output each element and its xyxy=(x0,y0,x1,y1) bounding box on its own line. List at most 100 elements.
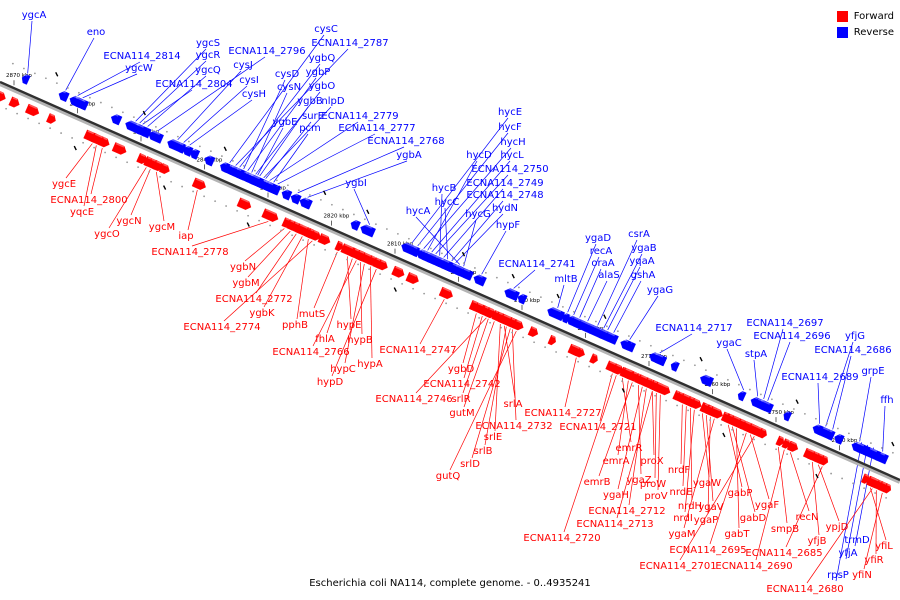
forward-gene-arrow[interactable] xyxy=(306,228,315,239)
reverse-gene-arrow[interactable] xyxy=(783,411,793,422)
gene-hypF[interactable] xyxy=(473,274,487,287)
gene-ygcO[interactable] xyxy=(143,156,153,167)
reverse-gene-arrow[interactable] xyxy=(652,353,668,367)
leader-line xyxy=(617,386,643,490)
gene-ECNA114_2685[interactable] xyxy=(819,455,829,466)
gene-label-ygaM: ygaM xyxy=(668,529,695,540)
forward-gene-arrow[interactable] xyxy=(621,367,635,380)
forward-gene-arrow[interactable] xyxy=(317,233,331,245)
gene-ECNA114_2690[interactable] xyxy=(781,438,791,449)
gene-ECNA114_2747[interactable] xyxy=(438,286,453,300)
genome-title: Escherichia coli NA114, complete genome.… xyxy=(309,578,591,589)
forward-gene-arrow[interactable] xyxy=(736,418,747,430)
gene-smpB[interactable] xyxy=(775,435,785,447)
reverse-gene-arrow[interactable] xyxy=(266,182,278,194)
gene-ECNA114_2768[interactable] xyxy=(290,193,302,205)
forward-gene-arrow[interactable] xyxy=(672,390,681,401)
gene-ygbE[interactable] xyxy=(248,174,264,188)
forward-gene-arrow[interactable] xyxy=(720,411,730,422)
gene-gshA[interactable] xyxy=(605,332,619,345)
gene-label-ygcA: ygcA xyxy=(22,10,47,21)
leader-line xyxy=(869,487,887,541)
gene-ECNA114_2720[interactable] xyxy=(612,363,624,375)
gene-ygaD[interactable] xyxy=(561,313,571,324)
gene-hycF[interactable] xyxy=(411,246,421,258)
forward-gene-arrow[interactable] xyxy=(83,129,97,142)
forward-gene-arrow[interactable] xyxy=(547,334,556,346)
gene-ECNA114_2686[interactable] xyxy=(826,430,836,441)
gene-label-ygcE: ygcE xyxy=(52,179,76,190)
forward-gene-arrow[interactable] xyxy=(355,249,367,261)
position-dot xyxy=(792,408,795,410)
forward-gene-arrow[interactable] xyxy=(376,259,388,271)
forward-gene-arrow[interactable] xyxy=(8,96,20,108)
gene-ECNA114_2713[interactable] xyxy=(649,379,659,391)
reverse-gene-arrow[interactable] xyxy=(220,162,231,174)
reverse-gene-arrow[interactable] xyxy=(79,99,89,111)
forward-gene-arrow[interactable] xyxy=(236,197,252,210)
gene-ECNA114_2804[interactable] xyxy=(134,124,148,137)
forward-gene-arrow[interactable] xyxy=(882,483,892,494)
gene-gutQ[interactable] xyxy=(512,319,524,331)
gene-ECNA114_2696[interactable] xyxy=(758,400,774,414)
position-dot xyxy=(236,210,239,212)
reverse-gene-arrow[interactable] xyxy=(855,443,869,456)
gene-ECNA114_2741[interactable] xyxy=(504,288,520,302)
forward-gene-arrow[interactable] xyxy=(468,300,479,311)
forward-gene-arrow[interactable] xyxy=(757,427,767,439)
forward-gene-arrow[interactable] xyxy=(527,326,539,337)
gene-iap[interactable] xyxy=(191,177,206,190)
gene-hycA-shade xyxy=(456,264,460,268)
reverse-gene-arrow[interactable] xyxy=(621,339,632,351)
reverse-gene-arrow[interactable] xyxy=(461,269,474,281)
forward-gene-arrow[interactable] xyxy=(485,307,496,319)
reverse-gene-arrow[interactable] xyxy=(700,374,715,388)
reverse-gene-arrow[interactable] xyxy=(834,433,845,445)
forward-gene-arrow[interactable] xyxy=(111,142,127,155)
gene-ECNA114_2796[interactable] xyxy=(148,130,164,144)
gene-mutS[interactable] xyxy=(334,240,344,252)
gene-ygbI[interactable] xyxy=(360,224,376,238)
reverse-gene-arrow[interactable] xyxy=(110,114,123,126)
reverse-gene-arrow[interactable] xyxy=(438,259,454,272)
forward-gene-arrow[interactable] xyxy=(802,447,817,460)
gene-ECNA114_2712[interactable] xyxy=(643,377,653,388)
reverse-gene-arrow[interactable] xyxy=(190,148,201,160)
position-dot xyxy=(819,467,822,470)
forward-gene-arrow[interactable] xyxy=(136,153,148,165)
forward-gene-arrow[interactable] xyxy=(0,90,6,102)
gene-eno[interactable] xyxy=(58,91,70,103)
gene-ECNA114_2778[interactable] xyxy=(261,208,279,222)
reverse-gene-arrow[interactable] xyxy=(204,155,216,167)
reverse-gene-arrow[interactable] xyxy=(517,293,528,305)
gene-label-ygbO: ygbO xyxy=(309,81,336,92)
reverse-gene-arrow[interactable] xyxy=(670,361,680,372)
reverse-gene-arrow[interactable] xyxy=(350,219,361,231)
forward-gene-arrow[interactable] xyxy=(158,163,170,175)
forward-gene-arrow[interactable] xyxy=(860,473,870,484)
gene-label-yfiR: yfiR xyxy=(864,555,883,566)
reverse-gene-arrow[interactable] xyxy=(303,198,312,210)
gene-ECNA114_2689[interactable] xyxy=(812,424,824,436)
forward-gene-arrow[interactable] xyxy=(405,272,419,285)
forward-gene-arrow[interactable] xyxy=(24,103,40,117)
reverse-gene-arrow[interactable] xyxy=(234,168,245,180)
forward-gene-arrow[interactable] xyxy=(589,353,598,364)
forward-gene-arrow[interactable] xyxy=(391,265,405,278)
leader-line xyxy=(255,91,321,175)
forward-gene-arrow[interactable] xyxy=(786,440,799,452)
gene-ygaC[interactable] xyxy=(737,390,747,402)
forward-gene-arrow[interactable] xyxy=(567,343,582,357)
position-dot xyxy=(66,87,69,89)
gene-ygcA[interactable] xyxy=(21,74,31,85)
leader-line xyxy=(707,416,711,515)
forward-gene-arrow[interactable] xyxy=(46,113,56,124)
gene-mltB[interactable] xyxy=(547,307,566,322)
gene-nrdI[interactable] xyxy=(690,397,702,410)
position-dot xyxy=(60,132,63,134)
forward-gene-arrow[interactable] xyxy=(705,404,714,415)
reverse-gene-arrow[interactable] xyxy=(281,189,293,201)
gene-cysI[interactable] xyxy=(177,143,187,154)
leader-line xyxy=(709,432,747,545)
gene-ECNA114_2680[interactable] xyxy=(866,476,881,489)
